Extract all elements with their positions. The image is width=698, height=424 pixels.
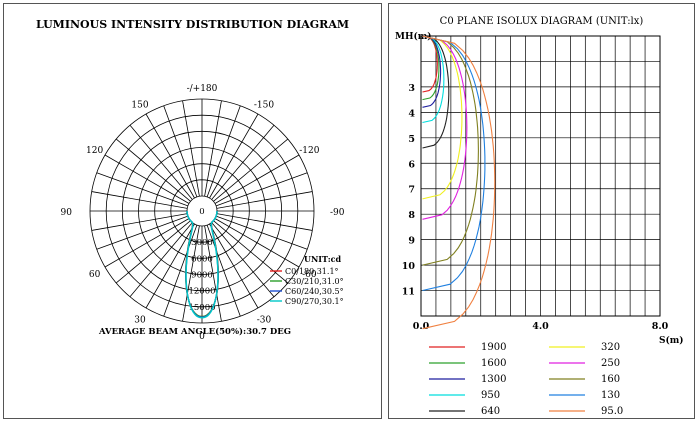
polar-spoke [215, 215, 308, 250]
isolux-legend-label: 1900 [481, 342, 506, 353]
isolux-contour [422, 35, 445, 124]
polar-angle-label: -/+180 [187, 84, 218, 94]
isolux-xlabel: S(m) [659, 335, 684, 346]
polar-spoke [215, 172, 308, 207]
isolux-y-tick: 7 [408, 185, 415, 196]
polar-spoke [115, 220, 191, 284]
isolux-contour [422, 35, 450, 149]
polar-legend-label: C90/270,30.1° [285, 297, 344, 306]
isolux-x-tick: 4.0 [532, 321, 549, 332]
intensity-panel: LUMINOUS INTENSITY DISTRIBUTION DIAGRAM … [3, 3, 382, 419]
isolux-legend-label: 640 [481, 406, 500, 417]
polar-spoke [211, 124, 275, 200]
polar-angle-label: 120 [86, 146, 103, 156]
polar-spoke [204, 100, 222, 197]
isolux-contour [422, 35, 438, 93]
polar-spoke [214, 218, 300, 268]
isolux-legend-label: 250 [601, 358, 620, 369]
polar-legend-label: C60/240,30.5° [285, 287, 344, 296]
polar-spoke [216, 191, 313, 209]
polar-angle-label: -120 [299, 146, 319, 156]
polar-title: LUMINOUS INTENSITY DISTRIBUTION DIAGRAM [35, 18, 350, 31]
polar-spoke [206, 105, 241, 198]
polar-spoke [129, 222, 193, 298]
isolux-x-tick: 8.0 [652, 321, 669, 332]
polar-spoke [145, 223, 195, 309]
isolux-y-tick: 9 [408, 236, 415, 247]
isolux-y-tick: 4 [408, 108, 415, 119]
polar-angle-label: -30 [257, 315, 272, 325]
polar-legend-label: C0/180,31.1° [285, 267, 339, 276]
polar-spoke [204, 225, 222, 322]
isolux-y-tick: 8 [408, 210, 415, 221]
polar-radial-label: 6000 [191, 254, 213, 264]
isolux-contour [422, 35, 486, 292]
polar-spoke [216, 213, 313, 231]
isolux-contour [422, 35, 463, 200]
isolux-contour [422, 35, 479, 266]
polar-spoke [214, 154, 300, 204]
polar-spoke [104, 154, 190, 204]
polar-spoke [206, 224, 241, 317]
isolux-legend-label: 950 [481, 390, 500, 401]
polar-spoke [96, 172, 189, 207]
polar-spoke [163, 105, 198, 198]
polar-spoke [182, 100, 200, 197]
polar-spoke [209, 223, 259, 309]
polar-spoke [91, 191, 188, 209]
isolux-y-tick: 6 [408, 159, 415, 170]
isolux-legend-label: 95.0 [601, 406, 623, 417]
polar-spoke [209, 113, 259, 199]
isolux-legend-label: 160 [601, 374, 620, 385]
isolux-legend-label: 130 [601, 390, 620, 401]
isolux-y-tick: 3 [408, 83, 415, 94]
isolux-y-tick: 5 [408, 134, 415, 145]
isolux-panel: C0 PLANE ISOLUX DIAGRAM (UNIT:lx) 3 4 5 6 7 8… [388, 3, 695, 419]
polar-angle-label: -150 [254, 101, 274, 111]
isolux-y-tick: 10 [402, 261, 416, 272]
polar-radial-label: 9000 [191, 271, 213, 281]
polar-series-curve [185, 211, 219, 319]
isolux-contour [422, 35, 442, 108]
polar-spoke [211, 222, 275, 298]
polar-spoke [96, 215, 189, 250]
polar-angle-label: 60 [89, 270, 101, 280]
polar-spoke [91, 213, 188, 231]
polar-chart: -/+180 150 120 90 60 30 0 -30 -60 -90 -120 -150 0 300… [61, 84, 345, 342]
isolux-y-tick: 11 [402, 287, 415, 298]
polar-radial-label: 12000 [188, 287, 215, 297]
polar-spoke [145, 113, 195, 199]
polar-angle-label: -60 [302, 270, 317, 280]
polar-spoke [182, 225, 200, 322]
polar-unit-label: UNIT:cd [304, 254, 342, 264]
polar-angle-label: -90 [330, 208, 345, 218]
isolux-legend-label: 320 [601, 342, 620, 353]
isolux-contour [422, 35, 468, 220]
polar-footer: AVERAGE BEAM ANGLE(50%):30.7 DEG [98, 326, 291, 337]
isolux-contour [422, 35, 440, 101]
isolux-legend-label: 1300 [481, 374, 506, 385]
isolux-chart: 3 4 5 6 7 8 9 10 11 0.0 4.0 8.0 MH(m) S(m) 1900 1600 130… [395, 31, 684, 417]
isolux-legend-label: 1600 [481, 358, 506, 369]
polar-radial-label: 15000 [188, 303, 215, 313]
polar-radial-label: 3000 [191, 238, 213, 248]
polar-spoke [213, 220, 289, 284]
polar-spoke [213, 138, 289, 202]
polar-spoke [129, 124, 193, 200]
isolux-x-tick: 0.0 [413, 321, 430, 332]
isolux-ylabel: MH(m) [395, 31, 432, 42]
isolux-contour [422, 35, 496, 330]
polar-spoke [115, 138, 191, 202]
polar-spoke [163, 224, 198, 317]
polar-spoke [104, 218, 190, 268]
polar-legend-label: C30/210,31.0° [285, 277, 344, 286]
polar-angle-label: 0 [199, 332, 205, 342]
isolux-title: C0 PLANE ISOLUX DIAGRAM (UNIT:lx) [439, 16, 644, 27]
polar-angle-label: 30 [134, 315, 146, 325]
polar-angle-label: 90 [61, 208, 73, 218]
polar-angle-label: 150 [131, 101, 148, 111]
polar-radial-label: 0 [199, 207, 204, 217]
